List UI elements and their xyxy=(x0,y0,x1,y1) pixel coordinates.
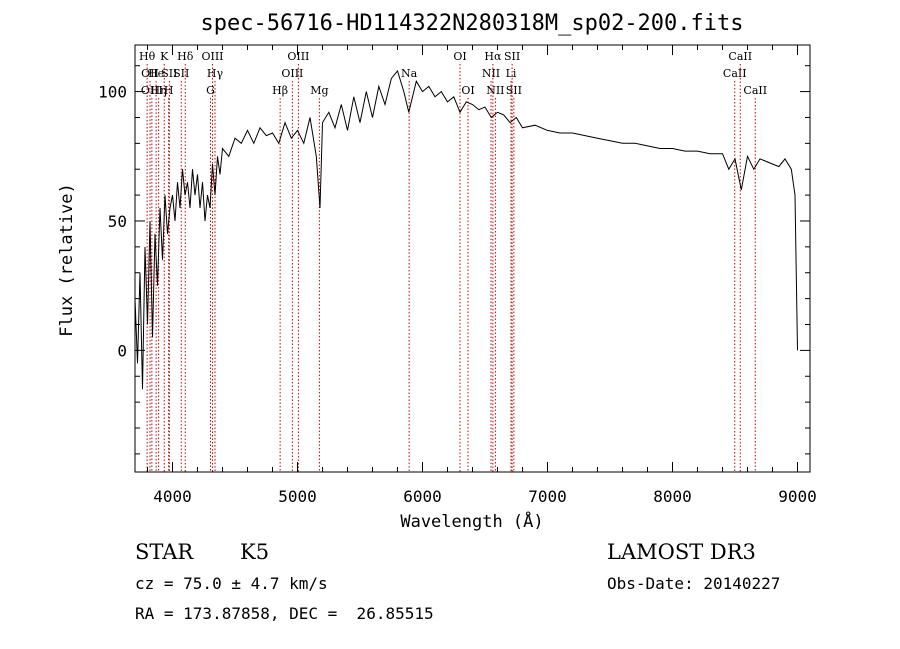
spectral-line-label: CaII xyxy=(723,67,747,80)
spectral-line-label: SII xyxy=(173,67,189,80)
spectral-line-label: CaII xyxy=(728,50,752,63)
x-axis-label: Wavelength (Å) xyxy=(400,510,543,532)
obs-date: Obs-Date: 20140227 xyxy=(607,574,781,593)
y-tick-label: 0 xyxy=(117,341,127,360)
x-tick-label: 7000 xyxy=(528,487,567,506)
spectral-line-label: OIII xyxy=(141,84,163,97)
spectral-line-label: OIII xyxy=(201,50,223,63)
spectral-line-label: K xyxy=(160,50,169,63)
spectral-line-label: OIII xyxy=(287,50,309,63)
spectral-line-label: Hγ xyxy=(207,67,224,80)
spectral-line-label: He xyxy=(148,67,164,80)
y-tick-label: 50 xyxy=(108,212,127,231)
ra-dec: RA = 173.87858, DEC = 26.85515 xyxy=(135,604,434,623)
spectral-line-label: Hδ xyxy=(177,50,194,63)
spectral-line-label: Hη xyxy=(151,84,167,97)
spectral-line-label: SII xyxy=(504,50,520,63)
object-class: STAR xyxy=(135,540,194,564)
spectral-line-label: OII xyxy=(141,67,159,80)
spectral-line-label: SII xyxy=(161,67,177,80)
spectral-line-label: NII xyxy=(482,67,500,80)
spectral-line-label: Hθ xyxy=(139,50,156,63)
survey-label: LAMOST DR3 xyxy=(607,540,756,564)
spectral-line-label: Hα xyxy=(484,50,502,63)
spectral-line-label: OI xyxy=(461,84,474,97)
spectral-line-label: NII xyxy=(486,84,504,97)
x-tick-label: 4000 xyxy=(153,487,192,506)
x-tick-label: 6000 xyxy=(403,487,442,506)
spectral-line-label: SII xyxy=(506,84,522,97)
plot-frame xyxy=(134,44,811,473)
redshift-value: cz = 75.0 ± 4.7 km/s xyxy=(135,574,328,593)
spectral-line-label: Li xyxy=(506,67,517,80)
spectral-line-label: H xyxy=(164,84,174,97)
x-tick-label: 9000 xyxy=(778,487,817,506)
object-subclass: K5 xyxy=(240,540,270,564)
y-axis-label: Flux (relative) xyxy=(57,183,77,337)
spectral-line-label: CaII xyxy=(743,84,767,97)
spectral-line-label: OIII xyxy=(281,67,303,80)
spectral-line-label: Hβ xyxy=(272,84,288,97)
chart-title: spec-56716-HD114322N280318M_sp02-200.fit… xyxy=(200,11,743,36)
spectral-line-label: Mg xyxy=(310,84,328,97)
x-tick-label: 8000 xyxy=(653,487,692,506)
x-tick-label: 5000 xyxy=(278,487,317,506)
spectral-line-label: OI xyxy=(453,50,466,63)
spectral-line-label: Na xyxy=(401,67,418,80)
flux-series-line xyxy=(134,69,798,390)
spectral-line-label: G xyxy=(206,84,215,97)
y-tick-label: 100 xyxy=(98,83,127,102)
axis-ticks: 4000 5000 6000 7000 8000 9000 0 50 100 xyxy=(98,45,817,506)
